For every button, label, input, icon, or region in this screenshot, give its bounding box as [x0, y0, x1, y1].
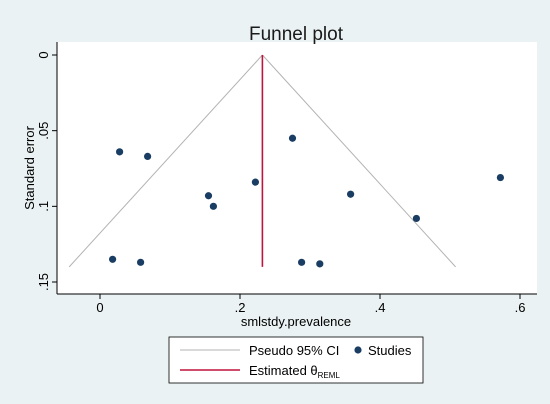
- legend-ci-label: Pseudo 95% CI: [249, 343, 339, 358]
- x-tick-label: 0: [96, 300, 103, 315]
- points-layer: [109, 134, 504, 268]
- study-point: [251, 178, 259, 186]
- study-point: [116, 148, 124, 156]
- legend-box: [168, 336, 424, 384]
- study-point: [204, 192, 213, 200]
- funnel-layer: [68, 54, 456, 268]
- y-axis-title: Standard error: [22, 125, 37, 209]
- x-axis-title: smlstdy.prevalence: [241, 314, 351, 329]
- study-point: [144, 152, 152, 160]
- axes-layer: 0 .2 .4 .6 0 .05 .1 .15: [36, 42, 537, 315]
- study-point: [412, 214, 420, 223]
- funnel-left-line: [68, 54, 263, 268]
- study-point: [209, 202, 217, 210]
- y-tick-label: .05: [36, 122, 51, 140]
- study-point: [496, 173, 504, 182]
- chart-title: Funnel plot: [249, 24, 344, 45]
- legend: Pseudo 95% CI Studies Estimated θREML: [168, 336, 424, 384]
- study-point: [288, 134, 297, 142]
- funnel-right-line: [262, 54, 456, 268]
- study-point: [109, 255, 117, 263]
- legend-estimate-label-main: Estimated θ: [249, 363, 318, 378]
- study-point: [298, 258, 306, 266]
- legend-estimate-label-sub: REML: [318, 371, 341, 380]
- legend-studies-marker: [354, 346, 362, 354]
- legend-studies-label: Studies: [368, 343, 412, 358]
- x-tick-label: .4: [375, 300, 386, 315]
- y-tick-label: 0: [36, 51, 51, 58]
- study-point: [347, 190, 355, 198]
- study-point: [316, 260, 324, 268]
- legend-estimate-label: Estimated θREML: [249, 363, 340, 380]
- x-tick-label: .6: [515, 300, 526, 315]
- plot-area: [57, 42, 537, 294]
- study-point: [137, 258, 145, 266]
- x-tick-label: .2: [235, 300, 246, 315]
- y-tick-label: .15: [36, 273, 51, 291]
- y-tick-label: .1: [36, 201, 51, 212]
